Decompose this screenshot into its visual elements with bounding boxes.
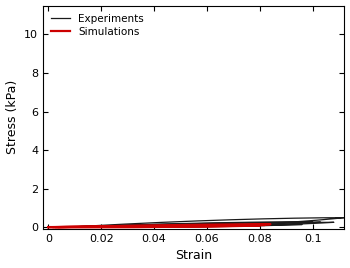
Legend: Experiments, Simulations: Experiments, Simulations (48, 11, 147, 40)
X-axis label: Strain: Strain (175, 250, 212, 262)
Y-axis label: Stress (kPa): Stress (kPa) (6, 80, 19, 154)
